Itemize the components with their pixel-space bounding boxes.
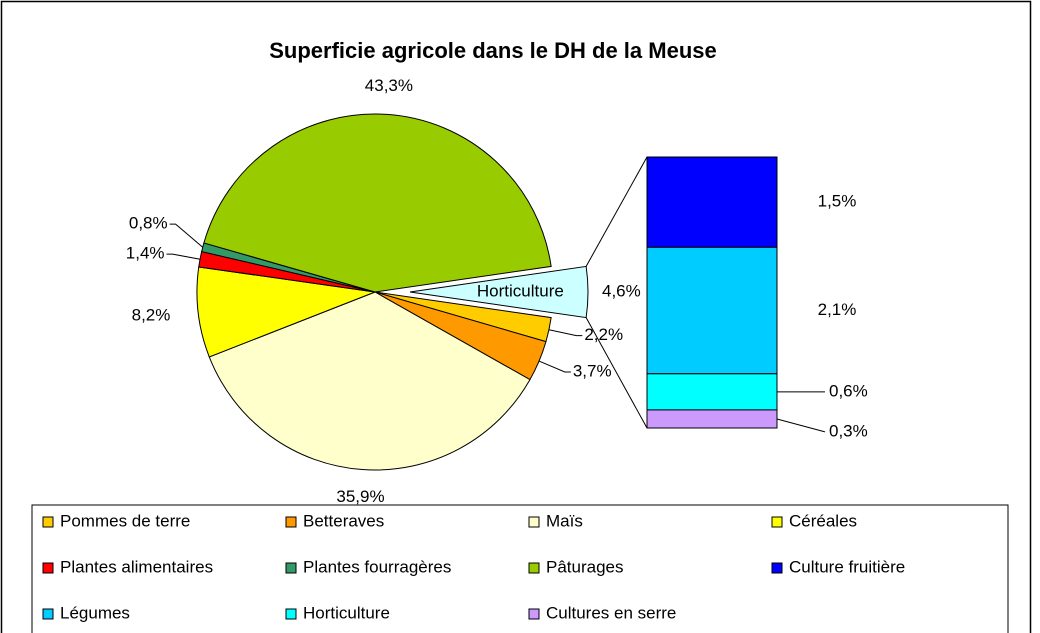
data-label: 43,3%: [365, 76, 413, 95]
legend-label: Betteraves: [303, 511, 384, 530]
legend-swatch: [285, 516, 297, 528]
leader-line: [776, 418, 826, 433]
legend-label: Plantes fourragères: [303, 557, 451, 576]
legend-label: Maïs: [546, 511, 583, 530]
data-label: 2,2%: [584, 325, 623, 344]
data-label: 1,4%: [126, 244, 165, 263]
leader-line: [166, 253, 201, 260]
legend-label: Culture fruitière: [789, 557, 905, 576]
leader-line: [548, 329, 583, 337]
legend-swatch: [528, 608, 540, 620]
group-name: Horticulture: [477, 281, 564, 300]
data-label: 1,5%: [818, 192, 857, 211]
pie-slice: [196, 266, 377, 358]
legend-label: Plantes alimentaires: [60, 557, 213, 576]
bar-segment: [646, 156, 778, 248]
pie-slice: [409, 265, 589, 319]
chart-title: Superficie agricole dans le DH de la Meu…: [269, 38, 717, 63]
data-label: 0,8%: [129, 214, 168, 233]
data-label: 8,2%: [132, 305, 171, 324]
legend-label: Horticulture: [303, 603, 390, 622]
legend-swatch: [528, 562, 540, 574]
legend-box: [31, 504, 1009, 633]
connector: [585, 317, 648, 429]
legend-swatch: [42, 608, 54, 620]
bar-segment: [646, 373, 778, 411]
legend-label: Cultures en serre: [546, 603, 676, 622]
data-label: 3,7%: [573, 361, 612, 380]
legend-swatch: [42, 516, 54, 528]
legend-label: Céréales: [789, 511, 857, 530]
data-label: 4,6%: [602, 281, 641, 300]
bar-segment: [646, 409, 778, 429]
pie-slice: [203, 113, 552, 293]
legend-swatch: [771, 516, 783, 528]
data-label: 0,3%: [829, 421, 868, 440]
legend-label: Pommes de terre: [60, 511, 190, 530]
data-label: 2,1%: [818, 300, 857, 319]
legend-swatch: [42, 562, 54, 574]
leader-line: [538, 360, 571, 373]
legend-swatch: [285, 608, 297, 620]
legend-swatch: [771, 562, 783, 574]
bar-segment: [646, 246, 778, 375]
connector: [585, 156, 648, 267]
legend-swatch: [528, 516, 540, 528]
legend-label: Légumes: [60, 603, 130, 622]
pie-slice: [208, 291, 531, 471]
data-label: 35,9%: [336, 487, 384, 506]
legend-swatch: [285, 562, 297, 574]
leader-line: [169, 223, 204, 248]
legend-label: Pâturages: [546, 557, 624, 576]
data-label: 0,6%: [829, 381, 868, 400]
